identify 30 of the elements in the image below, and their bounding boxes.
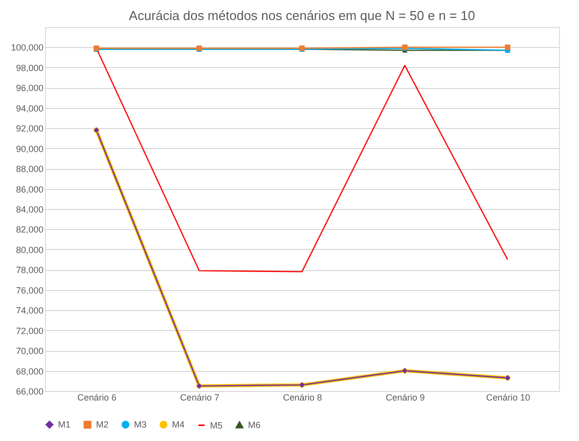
y-tick-label: 98,000	[16, 62, 44, 73]
y-tick-label: 78,000	[16, 265, 44, 276]
legend-label: M2	[96, 420, 109, 430]
x-tick-label: Cenário 8	[282, 392, 322, 402]
x-tick-label: Cenário 7	[180, 392, 220, 402]
y-tick-label: 86,000	[16, 184, 44, 194]
y-tick-label: 84,000	[16, 204, 44, 214]
y-tick-label: 74,000	[16, 306, 44, 316]
y-tick-label: 90,000	[16, 144, 44, 154]
y-tick-label: 88,000	[16, 164, 44, 174]
legend-label: M4	[172, 420, 185, 430]
chart-title: Acurácia dos métodos nos cenários em que N = 50 e n = 10	[128, 8, 476, 23]
y-tick-label: 82,000	[16, 224, 44, 235]
legend-label: M3	[134, 420, 147, 430]
legend-label: M5	[210, 420, 223, 430]
x-tick-label: Cenário 6	[77, 392, 116, 402]
x-tick-label: Cenário 10	[486, 392, 530, 402]
y-tick-label: 76,000	[16, 285, 44, 296]
y-tick-label: 66,000	[16, 386, 44, 396]
legend-label: M1	[58, 420, 71, 430]
y-tick-label: 92,000	[16, 124, 44, 134]
y-tick-label: 70,000	[16, 346, 44, 356]
y-tick-label: 68,000	[16, 366, 44, 376]
y-tick-label: 94,000	[16, 103, 44, 114]
x-tick-label: Cenário 9	[386, 392, 425, 402]
y-tick-label: 72,000	[16, 326, 44, 336]
y-tick-label: 80,000	[16, 244, 44, 255]
y-tick-label: 96,000	[16, 83, 44, 94]
legend-label: M6	[248, 420, 261, 430]
y-tick-label: 100,000	[10, 42, 44, 53]
